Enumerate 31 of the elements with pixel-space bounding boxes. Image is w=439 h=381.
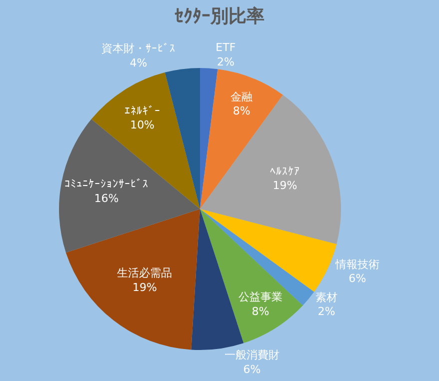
slice-label: 一般消費財 xyxy=(224,348,280,362)
data-label: 2% xyxy=(216,55,234,68)
chart-title: ｾｸﾀｰ別比率 xyxy=(174,6,264,28)
pie-slice xyxy=(200,209,314,306)
slice-label: 金融 xyxy=(230,90,253,104)
slice-label: ﾍﾙｽｹｱ xyxy=(270,164,300,178)
slice-label: 公益事業 xyxy=(238,290,283,304)
slice-label: 情報技術 xyxy=(334,258,380,271)
data-label: 8% xyxy=(232,104,250,118)
data-label: 10% xyxy=(130,118,155,132)
pie-slice xyxy=(200,209,337,292)
slice-label: 生活必需品 xyxy=(117,266,172,280)
pie-slice xyxy=(200,68,218,209)
pie-slice xyxy=(91,72,200,209)
slice-label: ｺﾐｭﾆｹｰｼｮﾝｻｰﾋﾞｽ xyxy=(64,178,149,191)
pie-slice xyxy=(66,209,200,350)
data-label: 6% xyxy=(348,272,366,286)
data-label: 6% xyxy=(243,362,261,376)
data-label: 16% xyxy=(94,192,119,205)
pie-slice xyxy=(59,119,200,253)
pie-slice xyxy=(200,209,303,344)
pie-slice xyxy=(164,68,200,209)
data-label: 4% xyxy=(130,56,148,70)
data-label: 2% xyxy=(318,305,336,318)
data-label: 19% xyxy=(132,280,157,294)
data-label: 8% xyxy=(252,304,270,318)
data-label: 19% xyxy=(272,179,298,192)
slice-label: 資本財・ｻｰﾋﾞｽ xyxy=(102,42,176,56)
slice-label: 素材 xyxy=(315,290,338,304)
slice-label: ETF xyxy=(216,41,236,54)
slice-label: ｴﾈﾙｷﾞｰ xyxy=(124,104,160,118)
